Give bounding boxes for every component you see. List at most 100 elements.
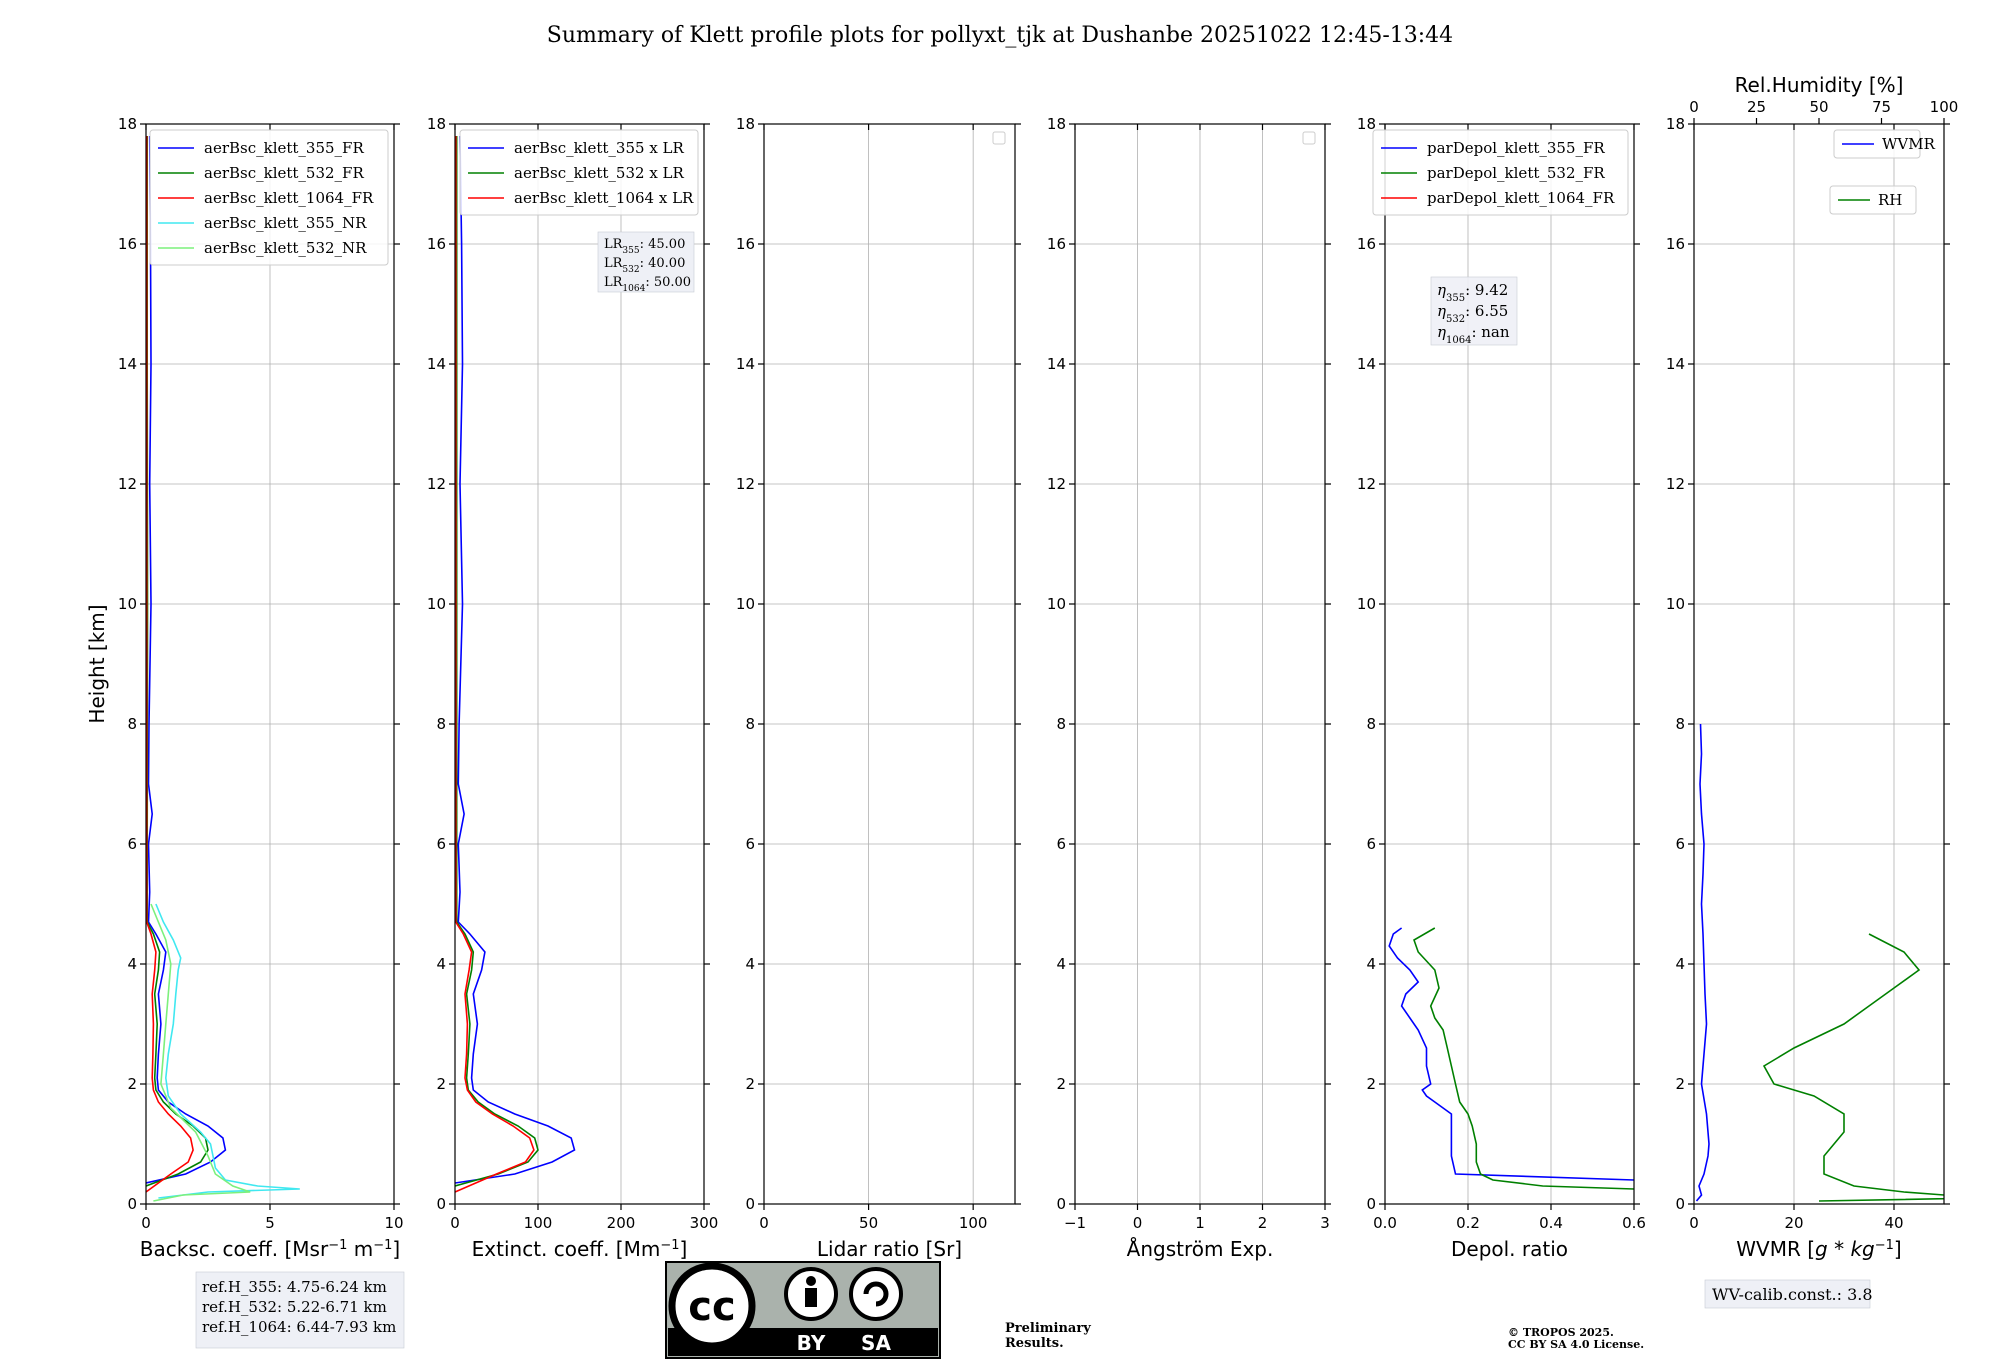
legend-label: aerBsc_klett_1064 x LR bbox=[514, 189, 694, 207]
y-tick-label: 18 bbox=[118, 115, 137, 133]
y-tick-label: 8 bbox=[436, 715, 446, 733]
y-tick-label: 8 bbox=[127, 715, 137, 733]
y-tick-label: 0 bbox=[436, 1195, 446, 1213]
x-axis-label-mid: m bbox=[347, 1237, 373, 1261]
y-tick-label: 14 bbox=[1047, 355, 1066, 373]
y-tick-label: 2 bbox=[436, 1075, 446, 1093]
eta-sub: 532 bbox=[1446, 314, 1465, 325]
x-tick-label: 2 bbox=[1258, 1214, 1268, 1232]
series-line-aerBsc_klett_1064_FR bbox=[146, 136, 194, 1193]
y-tick-label: 4 bbox=[1056, 955, 1066, 973]
y-tick-label: 8 bbox=[1056, 715, 1066, 733]
legend-RH: RH bbox=[1829, 185, 1917, 215]
legend-frame bbox=[1829, 185, 1917, 215]
legend: parDepol_klett_355_FR parDepol_klett_532_… bbox=[1372, 129, 1629, 216]
y-tick-label: 14 bbox=[1666, 355, 1685, 373]
y-tick-label: 10 bbox=[118, 595, 137, 613]
reference-height-355: ref.H_355: 4.75-6.24 km bbox=[202, 1278, 387, 1296]
series-line-aerBsc_klett_1064 x LR bbox=[455, 136, 535, 1193]
x-axis-label-italic: g * kg bbox=[1815, 1237, 1875, 1261]
y-tick-label: 8 bbox=[1675, 715, 1685, 733]
top-x-tick-label: 100 bbox=[1930, 98, 1959, 116]
series-group bbox=[1388, 927, 1634, 1190]
copyright-line1: © TROPOS 2025. bbox=[1508, 1326, 1614, 1339]
y-axis-label: Height [km] bbox=[85, 604, 109, 723]
y-tick-label: 12 bbox=[1666, 475, 1685, 493]
y-tick-label: 2 bbox=[1675, 1075, 1685, 1093]
x-tick-label: 1 bbox=[1195, 1214, 1205, 1232]
x-tick-label: 300 bbox=[690, 1214, 719, 1232]
lidar-ratio-entry: LR355: 45.00 bbox=[604, 237, 685, 256]
y-tick-label: 16 bbox=[1666, 235, 1685, 253]
y-tick-label: 10 bbox=[1666, 595, 1685, 613]
lidar-ratio-value: : 40.00 bbox=[640, 256, 686, 271]
x-axis-label-text: Lidar ratio [Sr] bbox=[817, 1237, 962, 1261]
x-tick-label: 0 bbox=[1689, 1214, 1699, 1232]
legend-label: aerBsc_klett_532_FR bbox=[204, 164, 364, 182]
legend-label: aerBsc_klett_355 x LR bbox=[514, 139, 685, 157]
lidar-ratio-entry: LR1064: 50.00 bbox=[604, 275, 691, 294]
y-tick-label: 10 bbox=[427, 595, 446, 613]
top-x-axis-label: Rel.Humidity [%] bbox=[1735, 73, 1904, 97]
x-tick-label: 40 bbox=[1884, 1214, 1903, 1232]
top-x-tick-label: 75 bbox=[1872, 98, 1891, 116]
x-axis-label-sup: −1 bbox=[1875, 1238, 1894, 1253]
empty-legend-box bbox=[992, 131, 1006, 145]
y-tick-label: 0 bbox=[1056, 1195, 1066, 1213]
legend-label: aerBsc_klett_355_NR bbox=[204, 214, 367, 232]
y-tick-label: 4 bbox=[1675, 955, 1685, 973]
lidar-ratio-sub: 532 bbox=[622, 265, 639, 275]
panel-frame bbox=[454, 123, 705, 1205]
x-axis-label-text: Ångström Exp. bbox=[1127, 1237, 1274, 1261]
y-tick-label: 8 bbox=[1366, 715, 1376, 733]
y-tick-label: 2 bbox=[1056, 1075, 1066, 1093]
x-axis-label-end: ] bbox=[680, 1237, 688, 1261]
x-axis-label-sup2: −1 bbox=[373, 1238, 392, 1253]
sa-share-icon bbox=[849, 1267, 903, 1321]
reference-height-532: ref.H_532: 5.22-6.71 km bbox=[202, 1298, 387, 1316]
legend-frame bbox=[459, 129, 699, 216]
series-group bbox=[146, 135, 300, 1202]
y-tick-label: 2 bbox=[745, 1075, 755, 1093]
legend-label: WVMR bbox=[1882, 135, 1936, 153]
x-tick-label: 0 bbox=[1133, 1214, 1143, 1232]
y-tick-label: 12 bbox=[736, 475, 755, 493]
y-tick-label: 12 bbox=[1047, 475, 1066, 493]
y-tick-label: 16 bbox=[1357, 235, 1376, 253]
sa-arrow-icon bbox=[863, 1281, 889, 1307]
x-axis-label: Ångström Exp. bbox=[1127, 1237, 1274, 1261]
x-axis-label-text: WVMR [ bbox=[1736, 1237, 1815, 1261]
series-line-RH bbox=[1762, 933, 1944, 1202]
legend-label: parDepol_klett_355_FR bbox=[1427, 139, 1605, 157]
x-tick-label: 10 bbox=[384, 1214, 403, 1232]
series-line-aerBsc_klett_355_FR bbox=[146, 135, 227, 1184]
cc-by-sa-badge: cc BY SA bbox=[665, 1261, 941, 1359]
series-line-aerBsc_klett_532_NR bbox=[150, 903, 251, 1202]
legend-label: aerBsc_klett_355_FR bbox=[204, 139, 364, 157]
x-tick-label: 0.4 bbox=[1539, 1214, 1563, 1232]
x-tick-label: 100 bbox=[524, 1214, 553, 1232]
eta-symbol: η bbox=[1437, 323, 1446, 341]
series-group bbox=[1695, 723, 1944, 1202]
x-axis-label: Extinct. coeff. [Mm−1] bbox=[472, 1237, 688, 1261]
y-tick-label: 4 bbox=[127, 955, 137, 973]
lidar-ratio-entry: LR532: 40.00 bbox=[604, 256, 685, 275]
cc-icon bbox=[668, 1262, 756, 1350]
x-axis-label-text: Backsc. coeff. [Msr bbox=[140, 1237, 329, 1261]
y-tick-label: 18 bbox=[427, 115, 446, 133]
y-tick-label: 12 bbox=[1357, 475, 1376, 493]
x-tick-label: 0 bbox=[450, 1214, 460, 1232]
x-tick-label: 50 bbox=[859, 1214, 878, 1232]
y-tick-label: 4 bbox=[436, 955, 446, 973]
eta-value: : 6.55 bbox=[1465, 302, 1508, 320]
empty-legend-box bbox=[1302, 131, 1316, 145]
eta-entry: η355: 9.42 bbox=[1437, 281, 1508, 304]
x-tick-label: 5 bbox=[265, 1214, 275, 1232]
legend-frame bbox=[1372, 129, 1629, 216]
y-tick-label: 6 bbox=[127, 835, 137, 853]
x-tick-label: 0.6 bbox=[1622, 1214, 1646, 1232]
y-tick-label: 18 bbox=[1357, 115, 1376, 133]
y-tick-label: 6 bbox=[1056, 835, 1066, 853]
y-tick-label: 6 bbox=[745, 835, 755, 853]
